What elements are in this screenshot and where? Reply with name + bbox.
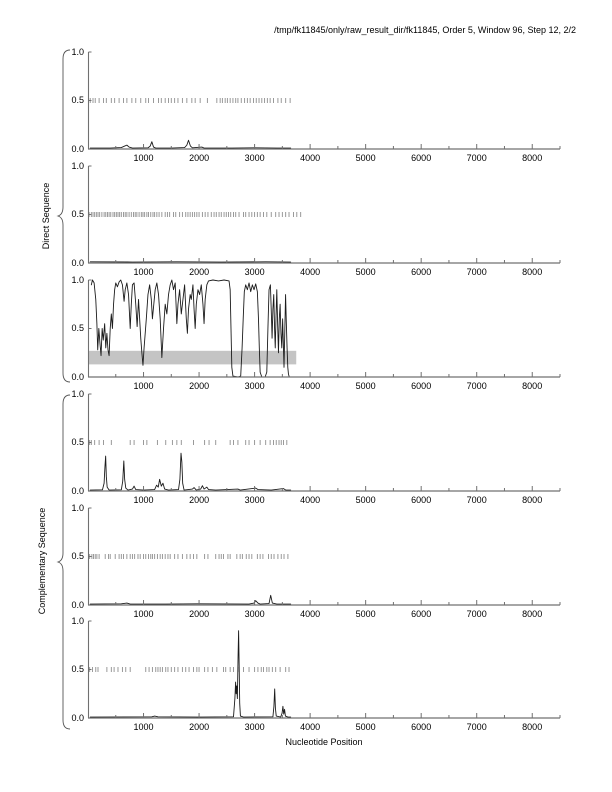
- y-tick-label: 0.5: [71, 209, 84, 219]
- x-tick-label: 2000: [189, 153, 209, 163]
- codon-marker-ticks: [89, 440, 288, 445]
- x-tick-label: 5000: [356, 722, 376, 732]
- x-tick-label: 6000: [411, 153, 431, 163]
- y-tick-label: 0.0: [71, 257, 84, 268]
- x-tick-label: 3000: [245, 722, 265, 732]
- axis-ticks: [88, 279, 561, 378]
- x-tick-label: 8000: [522, 495, 542, 505]
- y-tick-label: 0.5: [71, 437, 84, 447]
- y-tick-label: 0.5: [71, 551, 84, 561]
- x-tick-label: 4000: [300, 153, 320, 163]
- x-tick-label: 5000: [356, 267, 376, 277]
- y-tick-label: 1.0: [71, 388, 84, 399]
- codon-marker-ticks: [88, 212, 302, 217]
- x-tick-label: 8000: [522, 609, 542, 619]
- panel-complementary-frame-1: 1000 2000 3000 4000 5000 6000 7000 8000: [87, 393, 566, 505]
- x-tick-label: 5000: [356, 381, 376, 391]
- x-tick-label: 3000: [245, 609, 265, 619]
- x-tick-label: 4000: [300, 609, 320, 619]
- x-tick-label: 8000: [522, 381, 542, 391]
- axis-ticks: [88, 51, 561, 150]
- x-tick-label: 7000: [467, 722, 487, 732]
- x-tick-label: 2000: [189, 722, 209, 732]
- y-tick-label: 1.0: [71, 160, 84, 171]
- panel-complementary-frame-2: 1000 2000 3000 4000 5000 6000 7000 8000: [87, 507, 566, 619]
- y-tick-label: 0.0: [71, 371, 84, 382]
- y-tick-label: 0.5: [71, 323, 84, 333]
- x-tick-label: 3000: [245, 153, 265, 163]
- probability-curve: [89, 139, 292, 149]
- panel-direct-frame-1: 1000 2000 3000 4000 5000 6000 7000 8000: [87, 51, 566, 163]
- x-tick-label: 6000: [411, 722, 431, 732]
- complementary-sequence-axis-label: Complementary Sequence: [37, 507, 47, 615]
- probability-curve: [90, 279, 290, 378]
- codon-marker-ticks: [89, 98, 291, 103]
- x-tick-label: 8000: [522, 153, 542, 163]
- y-tick-label: 0.5: [71, 95, 84, 105]
- x-tick-label: 3000: [245, 267, 265, 277]
- x-tick-label: 6000: [411, 495, 431, 505]
- direct-sequence-axis-label: Direct Sequence: [41, 182, 51, 250]
- complementary-sequence-brace: [56, 394, 71, 730]
- probability-curve: [89, 630, 292, 718]
- x-tick-label: 7000: [467, 153, 487, 163]
- x-tick-label: 1000: [133, 381, 153, 391]
- y-tick-label: 0.5: [71, 664, 84, 674]
- x-tick-label: 7000: [467, 495, 487, 505]
- y-tick-label: 0.0: [71, 599, 84, 610]
- y-tick-label: 1.0: [71, 46, 84, 57]
- codon-marker-ticks: [89, 554, 289, 559]
- y-tick-label: 1.0: [71, 502, 84, 513]
- x-axis-title: Nucleotide Position: [285, 737, 363, 747]
- direct-sequence-brace: [56, 49, 71, 383]
- axis-ticks: [88, 165, 561, 264]
- group-braces: [56, 49, 71, 730]
- codon-marker-ticks: [89, 667, 290, 672]
- x-tick-label: 3000: [245, 495, 265, 505]
- x-tick-label: 7000: [467, 381, 487, 391]
- x-tick-label: 6000: [411, 381, 431, 391]
- y-tick-label: 0.0: [71, 143, 84, 154]
- x-tick-label: 1000: [133, 722, 153, 732]
- x-tick-label: 6000: [411, 609, 431, 619]
- x-tick-label: 8000: [522, 267, 542, 277]
- x-tick-label: 2000: [189, 495, 209, 505]
- threshold-band: [88, 350, 297, 365]
- x-tick-label: 1000: [133, 267, 153, 277]
- axis-ticks: [88, 393, 561, 492]
- probability-curve: [89, 452, 292, 491]
- x-tick-label: 7000: [467, 267, 487, 277]
- probability-curve: [89, 594, 292, 605]
- plot-title: /tmp/fk11845/only/raw_result_dir/fk11845…: [274, 25, 576, 35]
- x-tick-label: 5000: [356, 153, 376, 163]
- x-tick-label: 6000: [411, 267, 431, 277]
- axis-ticks: [88, 507, 561, 606]
- x-tick-label: 1000: [133, 495, 153, 505]
- panel-direct-frame-2: 1000 2000 3000 4000 5000 6000 7000 8000: [87, 165, 566, 277]
- x-tick-label: 5000: [356, 495, 376, 505]
- axis-ticks: [88, 620, 561, 719]
- y-tick-label: 1.0: [71, 274, 84, 285]
- y-tick-label: 0.0: [71, 712, 84, 723]
- y-tick-label: 0.0: [71, 485, 84, 496]
- x-tick-label: 2000: [189, 609, 209, 619]
- x-tick-label: 4000: [300, 495, 320, 505]
- x-tick-label: 1000: [133, 609, 153, 619]
- panel-complementary-frame-3: 1000 2000 3000 4000 5000 6000 7000 8000: [87, 620, 566, 732]
- x-tick-label: 4000: [300, 722, 320, 732]
- x-tick-label: 1000: [133, 153, 153, 163]
- y-tick-label: 1.0: [71, 615, 84, 626]
- x-tick-label: 3000: [245, 381, 265, 391]
- panel-direct-frame-3: 1000 2000 3000 4000 5000 6000 7000 8000: [87, 279, 566, 391]
- x-tick-label: 7000: [467, 609, 487, 619]
- x-tick-label: 2000: [189, 267, 209, 277]
- x-tick-label: 5000: [356, 609, 376, 619]
- x-tick-label: 2000: [189, 381, 209, 391]
- x-tick-label: 4000: [300, 381, 320, 391]
- x-tick-label: 4000: [300, 267, 320, 277]
- x-tick-label: 8000: [522, 722, 542, 732]
